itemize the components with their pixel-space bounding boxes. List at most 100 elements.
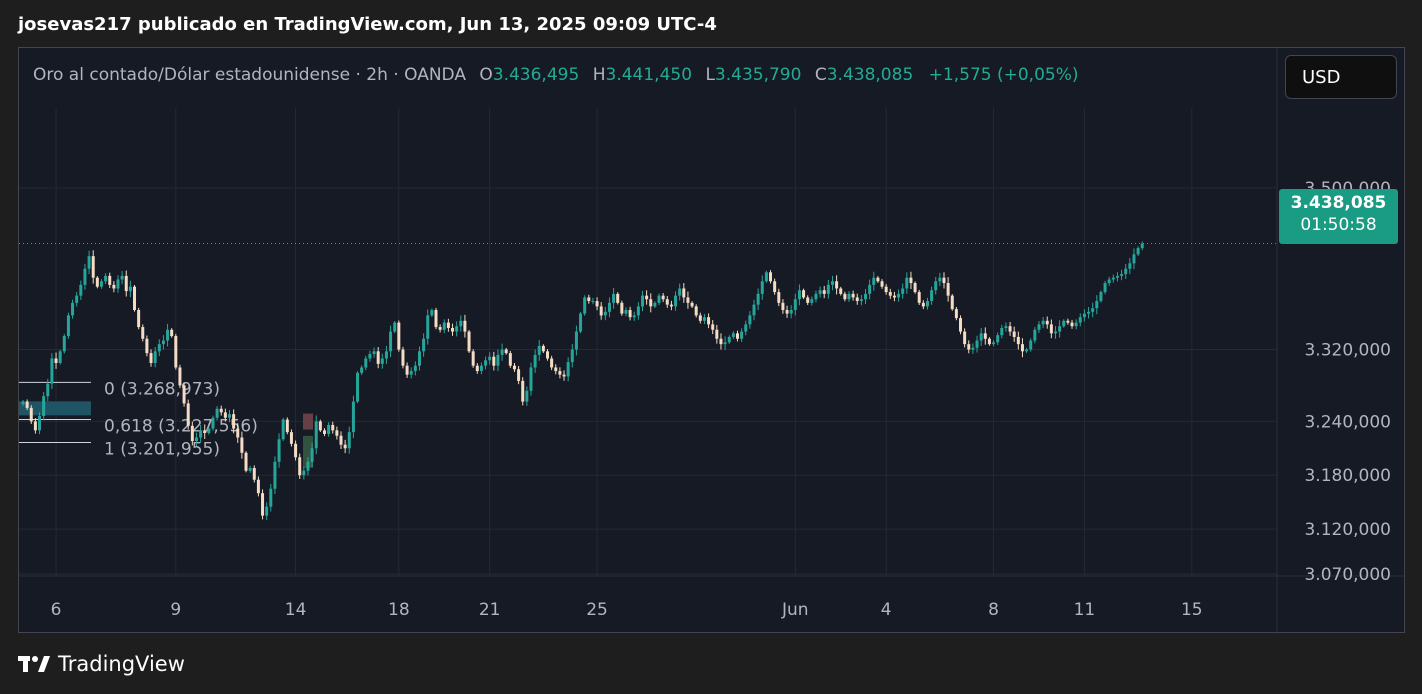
candle-up [194,437,198,442]
candle-up [570,349,574,363]
candle-up [537,345,541,355]
candle-down [141,327,145,339]
high-key: H [592,65,606,85]
candle-up [488,356,492,361]
publisher-header: josevas217 publicado en TradingView.com,… [18,14,717,35]
candle-up [479,365,483,372]
candle-up [938,277,942,282]
candle-down [331,424,335,431]
candle-up [459,320,463,327]
candle-up [380,358,384,364]
candle-down [876,277,880,282]
x-tick-label: 18 [388,600,410,620]
candle-down [690,302,694,307]
candle-up [351,401,355,433]
candle-down [550,358,554,368]
candle-down [54,358,58,363]
y-tick-label: 3.070,000 [1304,565,1391,585]
x-tick-label: 9 [170,600,181,620]
x-tick-label: 6 [51,600,62,620]
candle-up [992,342,996,345]
candle-up [1004,326,1008,328]
candle-up [979,333,983,341]
candle-down [517,369,521,381]
symbol-legend: Oro al contado/Dólar estadounidense · 2h… [33,65,1079,85]
candle-up [83,268,87,285]
candle-down [405,365,409,375]
y-tick-label: 3.240,000 [1304,412,1391,432]
candle-up [678,288,682,296]
candle-down [694,306,698,316]
candle-down [587,297,591,302]
candle-down [174,336,178,368]
candle-up [430,310,434,316]
candle-up [314,421,318,449]
candle-down [318,421,322,431]
candle-up [71,302,75,316]
candle-down [558,371,562,375]
candle-up [207,428,211,434]
tradingview-brand: TradingView [58,652,185,676]
currency-button[interactable]: USD [1285,55,1397,99]
x-tick-label: 21 [479,600,501,620]
candle-down [95,277,99,287]
candle-up [636,306,640,316]
tradingview-logo[interactable]: TradingView [18,652,185,676]
candle-up [748,315,752,325]
candle-up [360,367,364,373]
candle-down [25,401,29,408]
change-value: +1,575 (+0,05%) [928,65,1079,85]
candle-down [909,277,913,284]
candle-up [612,293,616,303]
candle-down [112,284,116,289]
candle-down [335,430,339,436]
candle-up [752,304,756,316]
candle-up [574,331,578,350]
candle-up [529,367,533,391]
candle-up [818,290,822,294]
candle-up [930,290,934,302]
candle-down [339,435,343,445]
candle-down [108,275,112,285]
candle-down [822,290,826,294]
candle-up [500,349,504,355]
candle-up [731,333,735,337]
candlestick-chart[interactable]: 0 (3.268,973) 0,618 (3.227,556) 1 (3.201,9… [19,48,1406,634]
candle-down [967,344,971,350]
candle-down [599,306,603,316]
candle-down [145,338,149,354]
candle-down [835,281,839,289]
candle-up [826,284,830,294]
fib-level-label: 0,618 (3.227,556) [104,417,258,437]
candle-down [475,365,479,372]
candle-up [1111,277,1115,280]
candle-up [533,354,537,368]
candle-up [1103,283,1107,293]
position-marker-long [303,435,313,468]
open-value: 3.436,495 [492,65,580,85]
candle-up [525,390,529,402]
candle-down [1008,326,1012,332]
candle-down [438,327,442,330]
candle-down [963,331,967,345]
candle-down [446,322,450,328]
candle-up [1115,275,1119,278]
candle-down [711,324,715,330]
candle-down [298,457,302,476]
candle-up [79,284,83,296]
candle-up [364,358,368,368]
candle-up [372,351,376,355]
candle-up [1078,317,1082,323]
candle-up [1099,292,1103,302]
candle-down [219,408,223,413]
bar-countdown: 01:50:58 [1300,215,1377,235]
candle-up [273,461,277,489]
last-price-tag: 3.438,085 01:50:58 [1279,189,1398,244]
candle-down [244,452,248,471]
chart-panel[interactable]: 0 (3.268,973) 0,618 (3.227,556) 1 (3.201,9… [18,47,1406,634]
candle-up [104,275,108,282]
candle-up [281,419,285,440]
high-value: 3.441,450 [605,65,693,85]
candle-up [99,281,103,287]
candle-down [698,315,702,321]
